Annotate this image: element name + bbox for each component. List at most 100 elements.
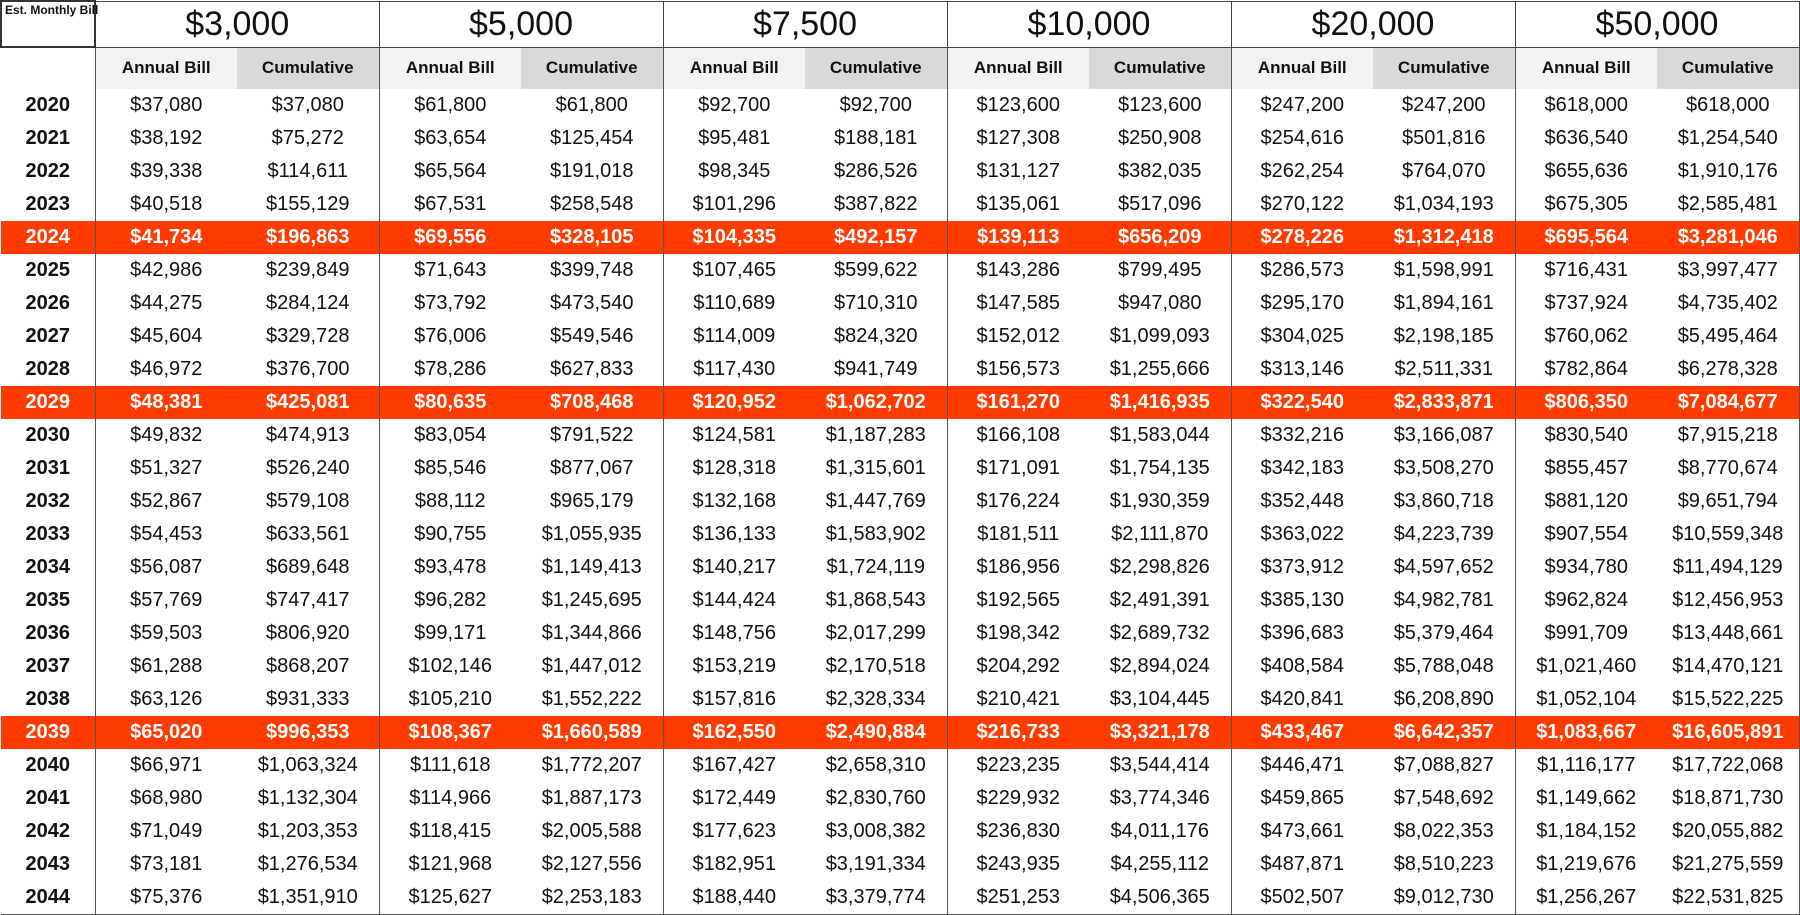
cumulative-cell: $376,700 xyxy=(266,358,350,380)
cumulative-cell: $123,600 xyxy=(1118,94,1202,116)
year-subheader xyxy=(1,47,95,89)
cumulative-cell: $1,315,601 xyxy=(825,457,926,479)
annual-bill-cell: $881,120 xyxy=(1514,485,1657,518)
year-cell: 2039 xyxy=(1,716,95,749)
cumulative-cell: $1,062,702 xyxy=(805,386,947,419)
monthly-bill-group-header: $20,000 xyxy=(1230,0,1516,48)
table-row: 2043 $73,181 $1,276,534 $121,968 $2,127,556 $… xyxy=(1,848,1800,881)
cumulative-cell: $4,982,781 xyxy=(1393,589,1494,611)
table-row: 2031 $51,327 $526,240 $85,546 $877,067 $128,3… xyxy=(1,452,1800,485)
annual-bill-cell: $65,020 xyxy=(94,716,237,749)
table-row: 2021 $38,192 $75,272 $63,654 $125,454 $95,481… xyxy=(1,122,1800,155)
annual-bill-cell: $80,635 xyxy=(378,386,521,419)
cumulative-cell: $16,605,891 xyxy=(1657,716,1800,749)
annual-bill-cell: $251,253 xyxy=(946,881,1089,915)
annual-bill-cell: $1,021,460 xyxy=(1514,650,1657,683)
annual-bill-cell: $907,554 xyxy=(1514,518,1657,551)
cumulative-cell: $191,018 xyxy=(550,160,634,182)
corner-label: Est. Monthly Bill xyxy=(0,0,98,48)
cumulative-cell: $18,871,730 xyxy=(1657,782,1800,815)
cumulative-cell: $2,017,299 xyxy=(825,622,926,644)
annual-bill-cell: $153,219 xyxy=(662,650,805,683)
annual-bill-cell: $88,112 xyxy=(378,485,521,518)
table-row: 2042 $71,049 $1,203,353 $118,415 $2,005,588 $… xyxy=(1,815,1800,848)
table-row: 2034 $56,087 $689,648 $93,478 $1,149,413 $140… xyxy=(1,551,1800,584)
annual-bill-cell: $66,971 xyxy=(94,749,237,782)
annual-bill-cell: $144,424 xyxy=(662,584,805,617)
year-cell: 2034 xyxy=(25,556,71,578)
cumulative-cell: $5,379,464 xyxy=(1393,622,1494,644)
cumulative-cell: $618,000 xyxy=(1657,89,1800,122)
cumulative-cell: $1,351,910 xyxy=(237,881,379,915)
cumulative-cell: $1,132,304 xyxy=(257,787,358,809)
annual-bill-cell: $286,573 xyxy=(1230,254,1373,287)
cumulative-cell: $387,822 xyxy=(834,193,918,215)
table-row: 2020 $37,080 $37,080 $61,800 $61,800 $92,700 $… xyxy=(1,89,1800,122)
cumulative-cell: $4,597,652 xyxy=(1393,556,1494,578)
cumulative-cell: $2,005,588 xyxy=(541,820,642,842)
annual-bill-cell: $101,296 xyxy=(662,188,805,221)
annual-bill-cell: $1,219,676 xyxy=(1514,848,1657,881)
cumulative-cell: $1,099,093 xyxy=(1109,325,1210,347)
table-row: 2032 $52,867 $579,108 $88,112 $965,179 $132,1… xyxy=(1,485,1800,518)
annual-bill-cell: $98,345 xyxy=(662,155,805,188)
table-row: 2023 $40,518 $155,129 $67,531 $258,548 $101,2… xyxy=(1,188,1800,221)
annual-bill-cell: $176,224 xyxy=(946,485,1089,518)
annual-bill-cell: $107,465 xyxy=(662,254,805,287)
cumulative-cell: $1,203,353 xyxy=(257,820,358,842)
year-cell: 2035 xyxy=(25,589,71,611)
annual-bill-cell: $313,146 xyxy=(1230,353,1373,386)
annual-bill-cell: $247,200 xyxy=(1230,89,1373,122)
annual-bill-cell: $118,415 xyxy=(378,815,521,848)
year-cell: 2022 xyxy=(25,160,71,182)
annual-bill-cell: $385,130 xyxy=(1230,584,1373,617)
cumulative-cell: $17,722,068 xyxy=(1657,749,1800,782)
annual-bill-cell: $132,168 xyxy=(662,485,805,518)
cumulative-cell: $20,055,882 xyxy=(1657,815,1800,848)
annual-bill-cell: $716,431 xyxy=(1514,254,1657,287)
annual-bill-cell: $167,427 xyxy=(662,749,805,782)
cumulative-cell: $633,561 xyxy=(266,523,350,545)
cumulative-cell: $114,611 xyxy=(267,160,348,182)
annual-bill-cell: $204,292 xyxy=(946,650,1089,683)
year-cell: 2027 xyxy=(25,325,71,347)
annual-bill-cell: $147,585 xyxy=(946,287,1089,320)
cumulative-cell: $3,281,046 xyxy=(1657,221,1800,254)
cumulative-subheader: Cumulative xyxy=(1373,47,1515,89)
cumulative-cell: $1,894,161 xyxy=(1393,292,1494,314)
cumulative-cell: $8,022,353 xyxy=(1393,820,1494,842)
cumulative-cell: $4,011,176 xyxy=(1110,820,1210,842)
cumulative-cell: $1,063,324 xyxy=(257,754,358,776)
cumulative-cell: $824,320 xyxy=(834,325,918,347)
cumulative-cell: $931,333 xyxy=(266,688,350,710)
cumulative-cell: $1,447,769 xyxy=(825,490,926,512)
annual-bill-cell: $177,623 xyxy=(662,815,805,848)
annual-bill-cell: $54,453 xyxy=(94,518,237,551)
table-row: 2027 $45,604 $329,728 $76,006 $549,546 $114,0… xyxy=(1,320,1800,353)
annual-bill-cell: $934,780 xyxy=(1514,551,1657,584)
cumulative-cell: $473,540 xyxy=(550,292,634,314)
monthly-bill-group-header: $3,000 xyxy=(94,0,380,48)
annual-bill-cell: $459,865 xyxy=(1230,782,1373,815)
cumulative-cell: $382,035 xyxy=(1118,160,1202,182)
annual-bill-cell: $139,113 xyxy=(946,221,1089,254)
annual-bill-cell: $108,367 xyxy=(378,716,521,749)
cumulative-cell: $10,559,348 xyxy=(1657,518,1800,551)
annual-bill-cell: $295,170 xyxy=(1230,287,1373,320)
cumulative-cell: $3,544,414 xyxy=(1109,754,1210,776)
annual-bill-cell: $270,122 xyxy=(1230,188,1373,221)
annual-bill-cell: $68,980 xyxy=(94,782,237,815)
annual-bill-cell: $73,792 xyxy=(378,287,521,320)
year-cell: 2026 xyxy=(25,292,71,314)
annual-bill-cell: $855,457 xyxy=(1514,452,1657,485)
annual-bill-cell: $962,824 xyxy=(1514,584,1657,617)
cumulative-cell: $689,648 xyxy=(266,556,350,578)
annual-bill-cell: $216,733 xyxy=(946,716,1089,749)
cumulative-cell: $3,379,774 xyxy=(805,881,947,915)
annual-bill-cell: $59,503 xyxy=(94,617,237,650)
annual-bill-cell: $123,600 xyxy=(946,89,1089,122)
cumulative-cell: $4,255,112 xyxy=(1110,853,1210,875)
cumulative-cell: $328,105 xyxy=(521,221,663,254)
annual-bill-cell: $156,573 xyxy=(946,353,1089,386)
annual-bill-cell: $61,288 xyxy=(94,650,237,683)
